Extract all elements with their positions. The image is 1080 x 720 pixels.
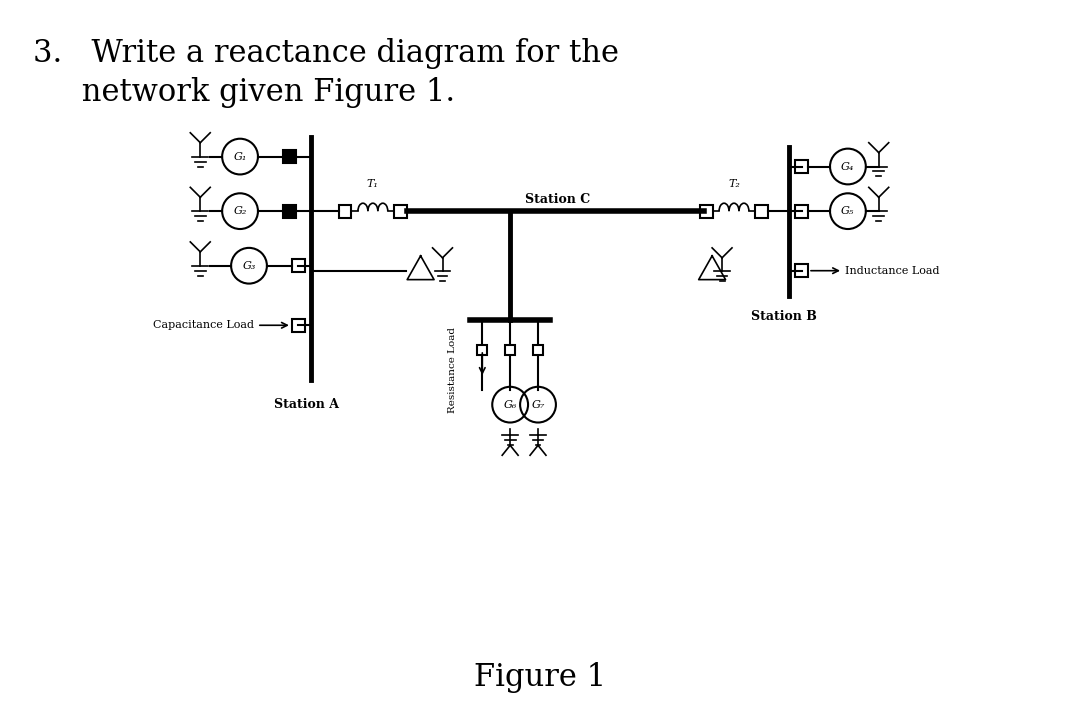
Bar: [795, 204, 808, 217]
Bar: [477, 345, 487, 355]
Text: G₇: G₇: [531, 400, 544, 410]
Text: Station C: Station C: [525, 193, 591, 206]
Text: G₂: G₂: [233, 206, 246, 216]
Text: Station B: Station B: [751, 310, 816, 323]
Text: Station A: Station A: [273, 397, 339, 410]
Bar: [283, 150, 296, 163]
Text: Resistance Load: Resistance Load: [448, 327, 457, 413]
Text: T₁: T₁: [367, 179, 379, 189]
Bar: [795, 160, 808, 173]
Text: G₁: G₁: [233, 152, 246, 161]
Bar: [795, 264, 808, 277]
Text: T₂: T₂: [728, 179, 740, 189]
Text: 3.   Write a reactance diagram for the: 3. Write a reactance diagram for the: [32, 37, 619, 68]
Bar: [755, 204, 768, 217]
Text: Figure 1: Figure 1: [474, 662, 606, 693]
Text: G₆: G₆: [503, 400, 517, 410]
Bar: [292, 319, 305, 332]
Bar: [283, 204, 296, 217]
Text: network given Figure 1.: network given Figure 1.: [32, 77, 455, 108]
Bar: [700, 204, 713, 217]
Bar: [292, 259, 305, 272]
Text: G₃: G₃: [242, 261, 256, 271]
Text: G₅: G₅: [841, 206, 854, 216]
Bar: [505, 345, 515, 355]
Bar: [338, 204, 351, 217]
Text: Capacitance Load: Capacitance Load: [153, 320, 254, 330]
Bar: [534, 345, 543, 355]
Text: Inductance Load: Inductance Load: [845, 266, 940, 276]
Text: G₄: G₄: [841, 161, 854, 171]
Bar: [394, 204, 407, 217]
